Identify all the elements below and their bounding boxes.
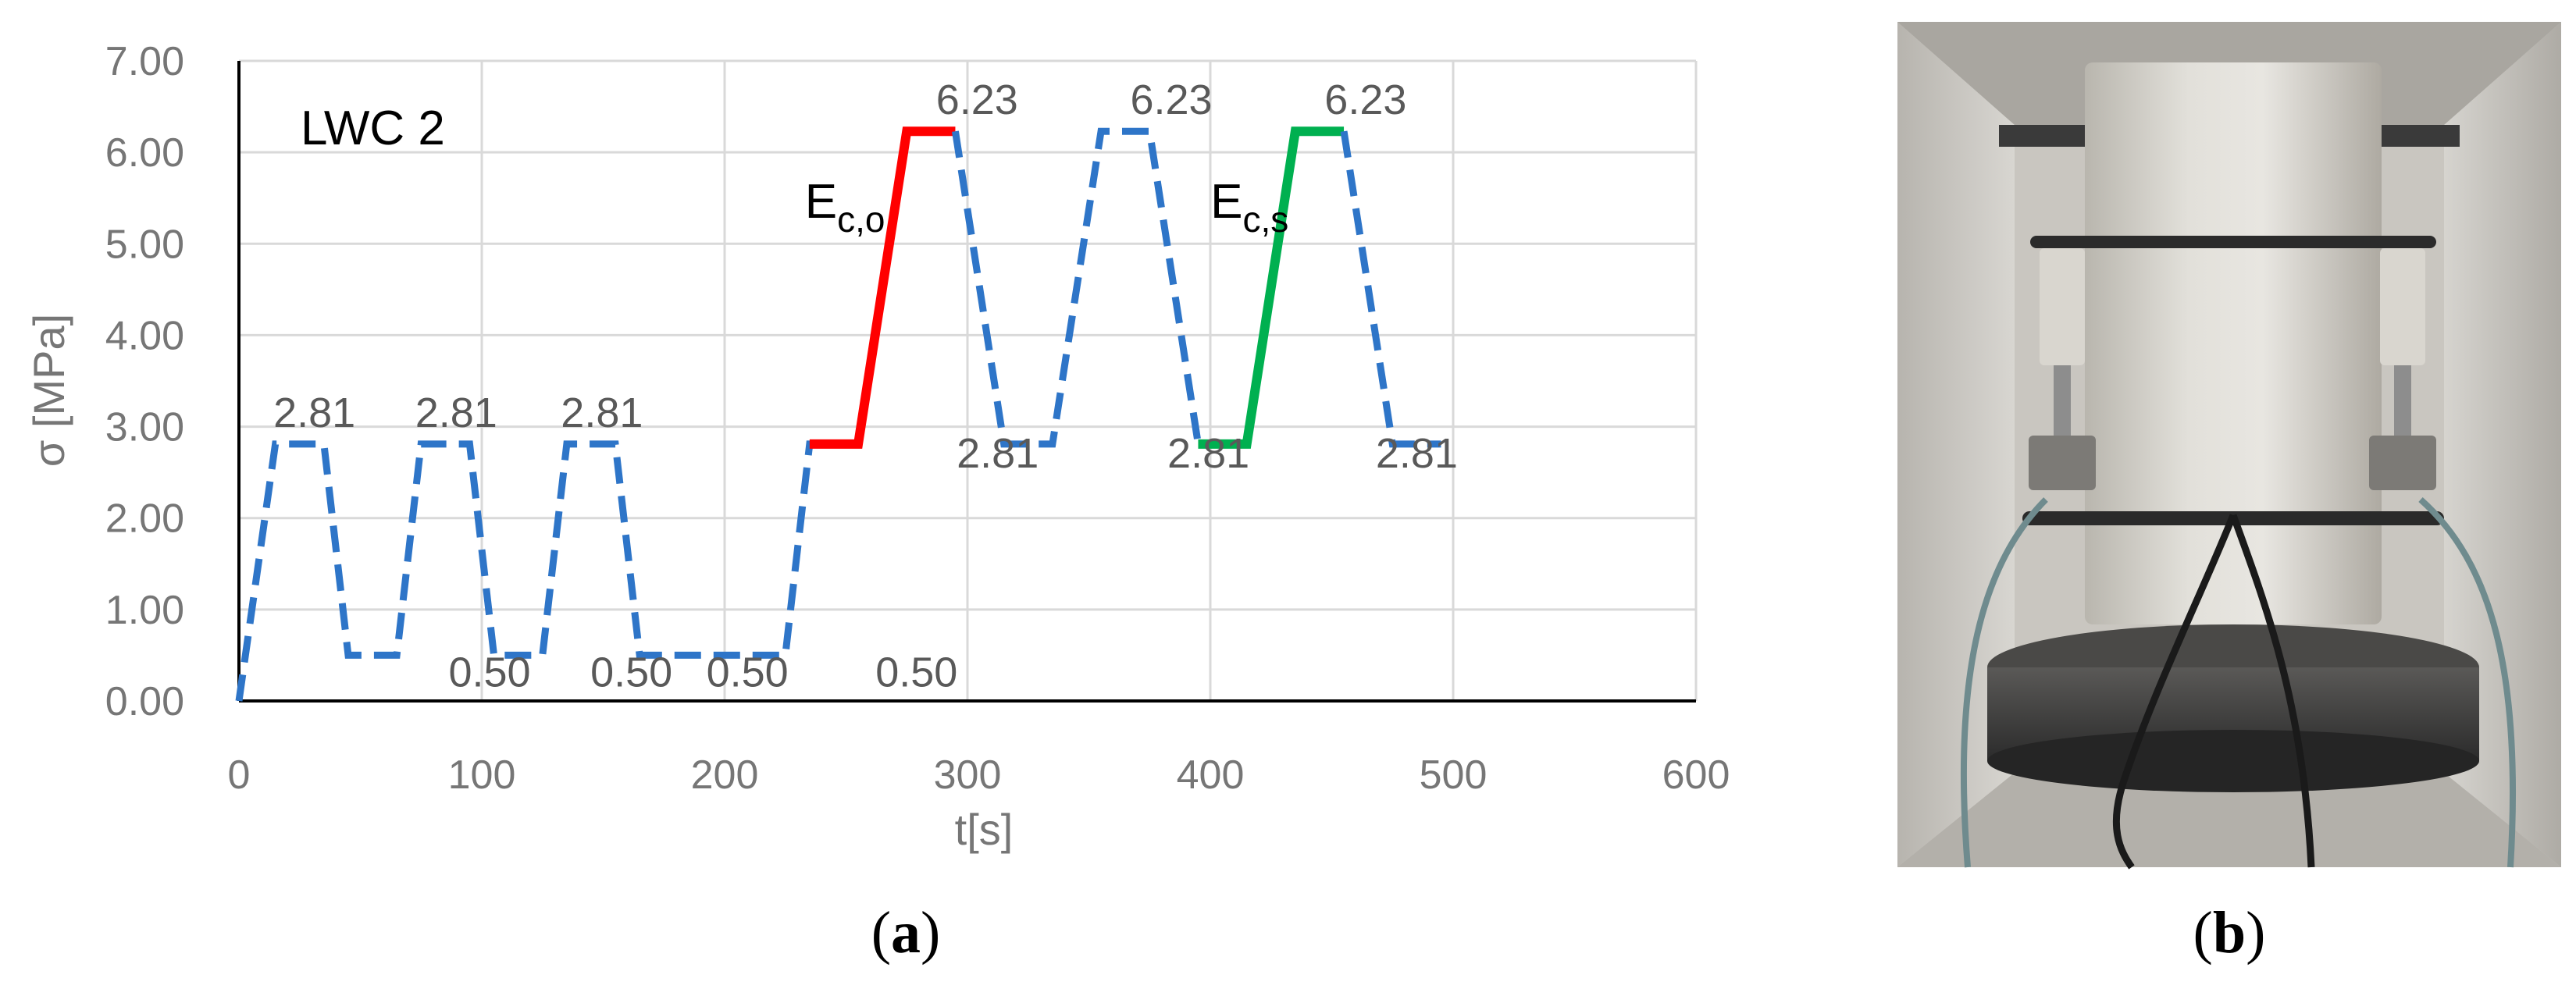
lvdt-left-rod (2054, 365, 2071, 436)
y-axis-title: σ [MPa] (24, 314, 73, 467)
annotation-0-main: E (805, 175, 837, 229)
chart-series (235, 126, 1441, 702)
data-label-3: 0.50 (448, 649, 530, 695)
y-tick-label-1: 1.00 (105, 588, 184, 633)
annotation-1: Ec,s (1210, 175, 1288, 240)
panel-label-b: (b) (2193, 900, 2266, 966)
x-tick-label-6: 600 (1662, 752, 1730, 798)
data-label-1: 2.81 (415, 390, 497, 436)
photo-panel-b: (b) (1897, 22, 2561, 966)
lvdt-left-clamp (2029, 436, 2096, 490)
machine-wall-right (2444, 22, 2561, 867)
machine-wall-left (1897, 22, 2015, 867)
series-line-4 (1340, 130, 1441, 448)
data-label-10: 2.81 (957, 430, 1039, 477)
annotation-1-main: E (1210, 175, 1242, 229)
chart-grid (239, 59, 1698, 701)
data-label-4: 0.50 (590, 649, 672, 695)
panel-label-a: (a) (871, 900, 941, 966)
data-label-12: 2.81 (1376, 430, 1458, 477)
data-label-0: 2.81 (273, 390, 355, 436)
y-tick-label-4: 4.00 (105, 313, 184, 358)
data-label-7: 6.23 (936, 76, 1018, 123)
x-tick-label-5: 500 (1420, 752, 1488, 798)
lvdt-left-body (2040, 248, 2085, 365)
chart-data-labels: 2.81 2.81 2.81 0.50 0.50 0.50 0.50 6.23 6.23 6.23… (273, 76, 1458, 695)
x-tick-label-2: 200 (691, 752, 759, 798)
lvdt-right-body (2380, 248, 2425, 365)
y-tick-label-5: 5.00 (105, 222, 184, 267)
sensor-cable-black-2 (2229, 514, 2315, 868)
concrete-specimen (2085, 62, 2382, 624)
extensometer-upper-ring (2030, 236, 2436, 248)
annotation-1-sub: c,s (1242, 199, 1288, 240)
data-label-5: 0.50 (707, 649, 789, 695)
data-label-8: 6.23 (1130, 76, 1212, 123)
series-line-3 (1198, 126, 1345, 449)
y-tick-label-3: 3.00 (105, 405, 184, 450)
x-tick-label-1: 100 (448, 752, 516, 798)
x-tick-label-3: 300 (934, 752, 1002, 798)
series-line-2 (952, 127, 1202, 448)
lvdt-right-rod (2394, 365, 2411, 436)
y-tick-label-2: 2.00 (105, 496, 184, 542)
chart-title: LWC 2 (301, 101, 445, 155)
sensor-cable-left (1960, 497, 2048, 868)
x-tick-label-4: 400 (1177, 752, 1245, 798)
series-line-1 (809, 126, 956, 449)
annotation-0: Ec,o (805, 175, 885, 240)
sensor-cable-right (2418, 497, 2517, 868)
y-tick-label-0: 0.00 (105, 679, 184, 724)
data-label-11: 2.81 (1167, 430, 1249, 477)
y-tick-label-7: 7.00 (105, 39, 184, 84)
data-label-6: 0.50 (875, 649, 957, 695)
data-label-9: 6.23 (1324, 76, 1406, 123)
chart-tick-labels: 0.00 1.00 2.00 3.00 4.00 5.00 6.00 7.00 0 100 200 3… (105, 39, 1730, 798)
lower-platen-bottom (1987, 730, 2479, 792)
chart-axes (237, 61, 1696, 703)
data-label-2: 2.81 (561, 390, 643, 436)
y-tick-label-6: 6.00 (105, 130, 184, 176)
x-axis-title: t[s] (955, 805, 1014, 854)
x-tick-label-0: 0 (228, 752, 251, 798)
lvdt-right-clamp (2369, 436, 2436, 490)
machine-floor (1897, 773, 2561, 867)
series-line-0 (235, 440, 859, 702)
annotation-0-sub: c,o (837, 199, 885, 240)
sensor-cable-black (2112, 514, 2237, 870)
chart-annotations: Ec,o Ec,s (805, 175, 1289, 240)
chart-panel-a: 0.00 1.00 2.00 3.00 4.00 5.00 6.00 7.00 0 100 200 3… (24, 39, 1730, 966)
